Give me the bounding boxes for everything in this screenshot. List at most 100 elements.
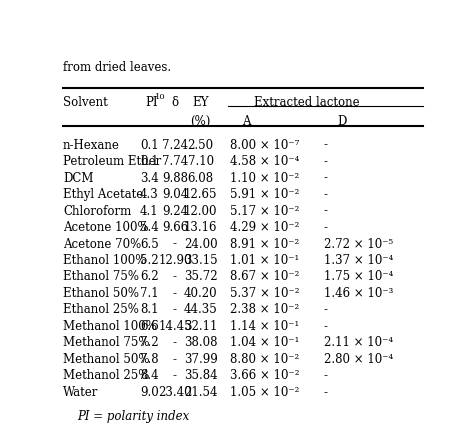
Text: 2.38 × 10⁻²: 2.38 × 10⁻² bbox=[230, 303, 299, 316]
Text: 0.1: 0.1 bbox=[140, 139, 159, 152]
Text: 12.00: 12.00 bbox=[184, 205, 218, 218]
Text: 9.88: 9.88 bbox=[162, 172, 188, 184]
Text: 13.16: 13.16 bbox=[184, 221, 218, 234]
Text: 9.24: 9.24 bbox=[162, 205, 188, 218]
Text: -: - bbox=[324, 369, 328, 382]
Text: 35.72: 35.72 bbox=[184, 271, 218, 284]
Text: 24.00: 24.00 bbox=[184, 238, 218, 250]
Text: 7.74: 7.74 bbox=[162, 155, 188, 168]
Text: 2.72 × 10⁻⁵: 2.72 × 10⁻⁵ bbox=[324, 238, 393, 250]
Text: 32.11: 32.11 bbox=[184, 320, 218, 333]
Text: 9.04: 9.04 bbox=[162, 188, 188, 201]
Text: 1.14 × 10⁻¹: 1.14 × 10⁻¹ bbox=[230, 320, 299, 333]
Text: Ethanol 50%: Ethanol 50% bbox=[63, 287, 139, 300]
Text: 3.66 × 10⁻²: 3.66 × 10⁻² bbox=[230, 369, 300, 382]
Text: -: - bbox=[324, 303, 328, 316]
Text: -: - bbox=[324, 205, 328, 218]
Text: 21.54: 21.54 bbox=[184, 386, 218, 399]
Text: Extracted lactone: Extracted lactone bbox=[255, 96, 360, 108]
Text: 4.1: 4.1 bbox=[140, 205, 159, 218]
Text: 37.99: 37.99 bbox=[184, 353, 218, 366]
Text: -: - bbox=[324, 172, 328, 184]
Text: 8.00 × 10⁻⁷: 8.00 × 10⁻⁷ bbox=[230, 139, 300, 152]
Text: 2.11 × 10⁻⁴: 2.11 × 10⁻⁴ bbox=[324, 336, 393, 350]
Text: 1.46 × 10⁻³: 1.46 × 10⁻³ bbox=[324, 287, 393, 300]
Text: -: - bbox=[324, 386, 328, 399]
Text: -: - bbox=[324, 155, 328, 168]
Text: 3.4: 3.4 bbox=[140, 172, 159, 184]
Text: -: - bbox=[324, 320, 328, 333]
Text: 7.24: 7.24 bbox=[162, 139, 188, 152]
Text: 1.05 × 10⁻²: 1.05 × 10⁻² bbox=[230, 386, 300, 399]
Text: 1.04 × 10⁻¹: 1.04 × 10⁻¹ bbox=[230, 336, 300, 350]
Text: -: - bbox=[324, 221, 328, 234]
Text: n-Hexane: n-Hexane bbox=[63, 139, 120, 152]
Text: from dried leaves.: from dried leaves. bbox=[63, 61, 171, 74]
Text: 7.2: 7.2 bbox=[140, 336, 159, 350]
Text: 5.17 × 10⁻²: 5.17 × 10⁻² bbox=[230, 205, 300, 218]
Text: 4.58 × 10⁻⁴: 4.58 × 10⁻⁴ bbox=[230, 155, 300, 168]
Text: 38.08: 38.08 bbox=[184, 336, 218, 350]
Text: 9.66: 9.66 bbox=[162, 221, 188, 234]
Text: 44.35: 44.35 bbox=[184, 303, 218, 316]
Text: Ethanol 25%: Ethanol 25% bbox=[63, 303, 139, 316]
Text: Acetone 100%: Acetone 100% bbox=[63, 221, 148, 234]
Text: 1.75 × 10⁻⁴: 1.75 × 10⁻⁴ bbox=[324, 271, 393, 284]
Text: Acetone 70%: Acetone 70% bbox=[63, 238, 141, 250]
Text: Methanol 25%: Methanol 25% bbox=[63, 369, 149, 382]
Text: 1.10 × 10⁻²: 1.10 × 10⁻² bbox=[230, 172, 299, 184]
Text: -: - bbox=[173, 271, 177, 284]
Text: Methanol 100%: Methanol 100% bbox=[63, 320, 157, 333]
Text: 4.3: 4.3 bbox=[140, 188, 159, 201]
Text: -: - bbox=[173, 287, 177, 300]
Text: Petroleum Ether: Petroleum Ether bbox=[63, 155, 161, 168]
Text: 9.0: 9.0 bbox=[140, 386, 159, 399]
Text: 8.67 × 10⁻²: 8.67 × 10⁻² bbox=[230, 271, 300, 284]
Text: 12.90: 12.90 bbox=[158, 254, 191, 267]
Text: Methanol 50%: Methanol 50% bbox=[63, 353, 149, 366]
Text: 8.80 × 10⁻²: 8.80 × 10⁻² bbox=[230, 353, 299, 366]
Text: Solvent: Solvent bbox=[63, 96, 108, 108]
Text: 4.29 × 10⁻²: 4.29 × 10⁻² bbox=[230, 221, 300, 234]
Text: DCM: DCM bbox=[63, 172, 93, 184]
Text: -: - bbox=[173, 303, 177, 316]
Text: -: - bbox=[173, 238, 177, 250]
Text: 8.91 × 10⁻²: 8.91 × 10⁻² bbox=[230, 238, 299, 250]
Text: -: - bbox=[173, 369, 177, 382]
Text: 10: 10 bbox=[155, 93, 165, 101]
Text: 35.84: 35.84 bbox=[184, 369, 218, 382]
Text: 12.65: 12.65 bbox=[184, 188, 218, 201]
Text: Ethanol 75%: Ethanol 75% bbox=[63, 271, 139, 284]
Text: 0.1: 0.1 bbox=[140, 155, 159, 168]
Text: 2.50: 2.50 bbox=[188, 139, 214, 152]
Text: -: - bbox=[324, 188, 328, 201]
Text: Ethanol 100%: Ethanol 100% bbox=[63, 254, 146, 267]
Text: 33.15: 33.15 bbox=[184, 254, 218, 267]
Text: 7.10: 7.10 bbox=[188, 155, 214, 168]
Text: -: - bbox=[173, 336, 177, 350]
Text: Ethyl Acetate: Ethyl Acetate bbox=[63, 188, 143, 201]
Text: (%): (%) bbox=[191, 115, 211, 128]
Text: 8.4: 8.4 bbox=[140, 369, 159, 382]
Text: 5.2: 5.2 bbox=[140, 254, 159, 267]
Text: 5.91 × 10⁻²: 5.91 × 10⁻² bbox=[230, 188, 300, 201]
Text: 5.37 × 10⁻²: 5.37 × 10⁻² bbox=[230, 287, 300, 300]
Text: 1.01 × 10⁻¹: 1.01 × 10⁻¹ bbox=[230, 254, 299, 267]
Text: δ: δ bbox=[172, 96, 179, 108]
Text: 23.40: 23.40 bbox=[158, 386, 192, 399]
Text: 14.45: 14.45 bbox=[158, 320, 192, 333]
Text: PI: PI bbox=[146, 96, 158, 108]
Text: 8.1: 8.1 bbox=[140, 303, 158, 316]
Text: D: D bbox=[337, 115, 347, 128]
Text: 6.2: 6.2 bbox=[140, 271, 159, 284]
Text: -: - bbox=[173, 353, 177, 366]
Text: -: - bbox=[324, 139, 328, 152]
Text: 7.8: 7.8 bbox=[140, 353, 159, 366]
Text: Chloroform: Chloroform bbox=[63, 205, 131, 218]
Text: PI = polarity index: PI = polarity index bbox=[78, 410, 190, 423]
Text: 2.80 × 10⁻⁴: 2.80 × 10⁻⁴ bbox=[324, 353, 393, 366]
Text: Methanol 75%: Methanol 75% bbox=[63, 336, 149, 350]
Text: 6.08: 6.08 bbox=[188, 172, 214, 184]
Text: 5.4: 5.4 bbox=[140, 221, 159, 234]
Text: 1.37 × 10⁻⁴: 1.37 × 10⁻⁴ bbox=[324, 254, 393, 267]
